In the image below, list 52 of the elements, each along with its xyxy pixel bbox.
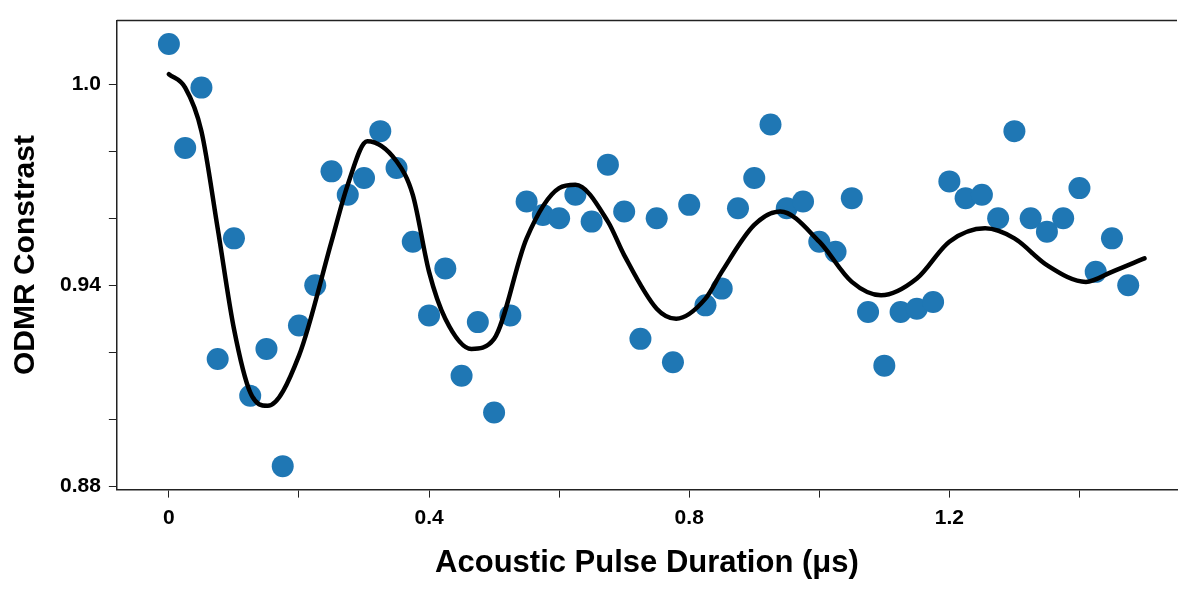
point	[1003, 120, 1026, 143]
point	[645, 207, 668, 230]
point	[483, 401, 506, 424]
point	[987, 207, 1010, 230]
point	[174, 136, 197, 159]
point	[922, 291, 945, 313]
point	[320, 160, 343, 183]
point	[759, 113, 782, 136]
point	[255, 337, 278, 360]
point	[938, 170, 961, 193]
point	[613, 200, 636, 223]
y-tick-label: 1.0	[71, 71, 101, 95]
point	[369, 120, 392, 143]
point	[857, 301, 880, 324]
point	[629, 327, 652, 350]
point	[222, 227, 245, 250]
x-tick-label: 1.2	[934, 505, 964, 528]
point	[466, 311, 489, 334]
point	[206, 347, 229, 370]
point	[1100, 227, 1123, 250]
point	[726, 197, 749, 220]
point	[157, 33, 180, 56]
point	[1117, 274, 1140, 297]
point	[1019, 207, 1042, 230]
point	[515, 190, 538, 213]
point	[596, 153, 619, 176]
point	[678, 193, 701, 216]
point	[1035, 220, 1058, 243]
point	[661, 351, 684, 374]
point	[1068, 177, 1091, 200]
point	[434, 257, 457, 280]
x-axis-title: Acoustic Pulse Duration (μs)	[435, 543, 859, 579]
point	[271, 455, 294, 478]
point	[548, 207, 571, 230]
x-tick-label: 0	[163, 505, 175, 528]
point	[190, 76, 213, 99]
point	[792, 190, 815, 213]
point	[450, 364, 473, 387]
line-series	[166, 71, 1147, 409]
y-axis-title: ODMR Constrast	[7, 135, 41, 376]
point	[873, 354, 896, 377]
y-tick-label: 0.88	[60, 473, 102, 497]
point	[743, 167, 766, 190]
point	[418, 304, 441, 327]
point	[970, 183, 993, 206]
x-tick-label: 0.4	[414, 505, 444, 528]
point	[580, 210, 603, 233]
point	[1052, 207, 1075, 230]
point	[353, 167, 376, 190]
x-tick-label: 0.8	[674, 505, 705, 528]
y-tick-label: 0.94	[60, 272, 102, 296]
point	[840, 187, 863, 210]
